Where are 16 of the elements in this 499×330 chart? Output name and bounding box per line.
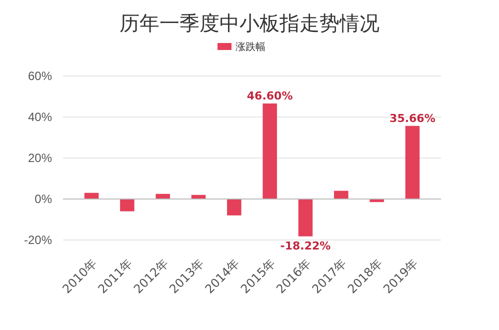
- bar: [334, 190, 348, 199]
- y-tick-label: 40%: [28, 110, 52, 124]
- data-label: 46.60%: [246, 89, 293, 102]
- y-tick-label: 0%: [34, 192, 52, 206]
- bar: [120, 199, 134, 212]
- data-label: 35.66%: [390, 112, 436, 125]
- chart-title: 历年一季度中小板指走势情况: [120, 11, 380, 35]
- bar: [298, 199, 313, 236]
- bar: [227, 199, 242, 216]
- legend-label: 涨跌幅: [236, 41, 266, 53]
- y-tick-label: 60%: [28, 68, 52, 83]
- y-tick-label: -20%: [24, 232, 52, 247]
- data-label: -18.22%: [280, 239, 331, 252]
- bar: [405, 126, 420, 199]
- y-tick-label: 20%: [28, 150, 52, 165]
- bar: [262, 103, 277, 199]
